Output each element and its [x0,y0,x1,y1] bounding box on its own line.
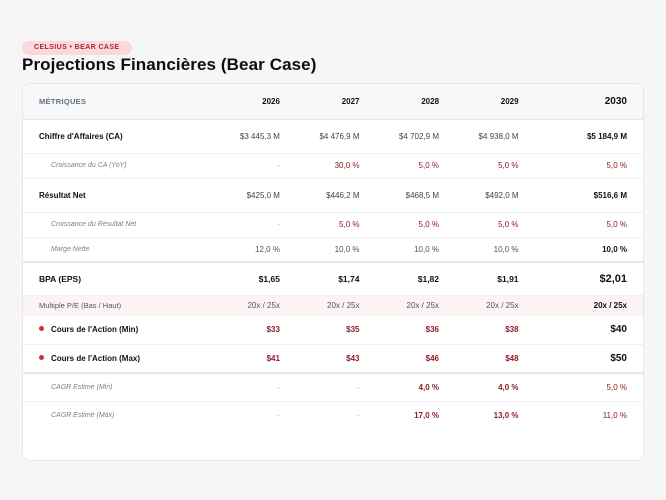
bullet-dot-icon [39,326,44,332]
cell-value: $50 [610,352,627,364]
cell-value: 5,0 % [418,161,440,170]
row-label: CAGR Estimé (Max) [51,411,115,419]
cell-value: $446,2 M [326,190,360,200]
cell-value: $468,5 M [405,190,440,200]
row-label: Croissance du Résultat Net [51,221,137,228]
cell-value: $425,0 M [246,190,280,200]
cell-value: $1,82 [417,273,440,284]
cell-value: $33 [266,325,280,334]
row-label: Croissance du CA (YoY) [51,162,127,169]
table-row-cagr-max: CAGR Estimé (Max) - - 17,0 % 13,0 % 11,0… [23,401,643,429]
header-year: 2030 [518,84,643,120]
cell-value: $1,74 [338,273,360,284]
cell-value: 11,0 % [602,410,627,420]
cell-value: 17,0 % [414,410,440,420]
cell-value: $48 [505,353,519,363]
cell-value: $1,65 [258,273,280,284]
cell-value: 10,0 % [414,244,440,254]
cell-value: 5,0 % [339,220,360,229]
table-row-revenue: Chiffre d'Affaires (CA) $3 445,3 M $4 47… [23,119,643,153]
row-label: Chiffre d'Affaires (CA) [39,131,123,141]
header-year: 2028 [359,84,440,120]
header-year: 2026 [196,84,280,120]
page-title: Projections Financières (Bear Case) [22,55,317,74]
cell-value: 20x / 25x [439,295,519,315]
scenario-badge: CELSIUS • BEAR CASE [22,41,132,55]
header-year: 2027 [279,84,360,120]
row-label: CAGR Estimé (Min) [51,383,113,391]
cell-value: 10,0 % [493,244,519,254]
row-label: BPA (EPS) [39,273,82,284]
cell-value: 20x / 25x [518,295,643,315]
row-label-text: Cours de l'Action (Max) [51,353,141,363]
cell-value: $1,91 [497,273,519,284]
cell-value: 4,0 % [498,382,519,392]
bullet-dot-icon [39,355,44,361]
row-label: Marge Nette [51,245,90,253]
table-row-price-max: Cours de l'Action (Max) $41 $43 $46 $48 … [23,344,643,373]
projections-card: MÉTRIQUES 2026 2027 2028 2029 2030 Chiff… [22,83,644,461]
table-row-revenue-growth: Croissance du CA (YoY) - 30,0 % 5,0 % 5,… [23,153,643,178]
header-metrics: MÉTRIQUES [23,84,197,120]
cell-value: - [277,161,280,170]
cell-value: $46 [425,353,440,363]
table-row-pe-multiple: Multiple P/E (Bas / Haut) 20x / 25x 20x … [23,295,643,315]
row-label-text: Cours de l'Action (Min) [51,325,139,334]
table-row-eps: BPA (EPS) $1,65 $1,74 $1,82 $1,91 $2,01 [23,262,643,295]
row-label: Résultat Net [39,190,86,200]
cell-value: - [356,410,360,420]
cell-value: $36 [425,325,440,334]
row-label: Multiple P/E (Bas / Haut) [23,295,197,315]
cell-value: $2,01 [599,272,627,285]
row-label: Cours de l'Action (Max) [23,344,196,373]
cell-value: $40 [610,324,627,335]
cell-value: 13,0 % [493,410,519,420]
cell-value: - [277,220,280,229]
cell-value: 5,0 % [606,382,627,392]
cell-value: $35 [346,325,360,334]
cell-value: 20x / 25x [279,295,360,315]
cell-value: $5 184,9 M [586,131,627,141]
projections-table: MÉTRIQUES 2026 2027 2028 2029 2030 Chiff… [23,84,643,429]
table-row-cagr-min: CAGR Estimé (Min) - - 4,0 % 4,0 % 5,0 % [23,373,643,401]
cell-value: $41 [266,353,280,363]
header-year: 2029 [439,84,519,120]
cell-value: 30,0 % [334,161,360,170]
cell-value: 20x / 25x [359,295,440,315]
cell-value: - [277,410,280,420]
cell-value: 4,0 % [418,382,440,392]
cell-value: - [277,382,280,392]
row-label: Cours de l'Action (Min) [23,315,196,344]
table-header-row: MÉTRIQUES 2026 2027 2028 2029 2030 [23,84,643,120]
cell-value: $43 [346,353,360,363]
cell-value: 10,0 % [602,244,627,254]
cell-value: 5,0 % [498,220,519,229]
cell-value: $516,6 M [593,190,627,200]
table-row-price-min: Cours de l'Action (Min) $33 $35 $36 $38 … [23,315,643,344]
cell-value: 20x / 25x [196,295,280,315]
table-row-net-margin: Marge Nette 12,0 % 10,0 % 10,0 % 10,0 % … [23,237,643,262]
cell-value: $3 445,3 M [239,131,280,141]
cell-value: 5,0 % [606,220,627,229]
table-row-net-income: Résultat Net $425,0 M $446,2 M $468,5 M … [23,178,643,212]
cell-value: 5,0 % [418,220,440,229]
cell-value: 5,0 % [498,161,519,170]
table-row-net-income-growth: Croissance du Résultat Net - 5,0 % 5,0 %… [23,212,643,237]
cell-value: $4 476,9 M [319,131,360,141]
cell-value: - [356,382,360,392]
cell-value: $492,0 M [485,190,519,200]
cell-value: $4 702,9 M [398,131,440,141]
cell-value: $38 [505,325,519,334]
cell-value: $4 938,0 M [478,131,519,141]
cell-value: 5,0 % [606,161,627,170]
cell-value: 10,0 % [334,244,360,254]
cell-value: 12,0 % [255,244,280,254]
